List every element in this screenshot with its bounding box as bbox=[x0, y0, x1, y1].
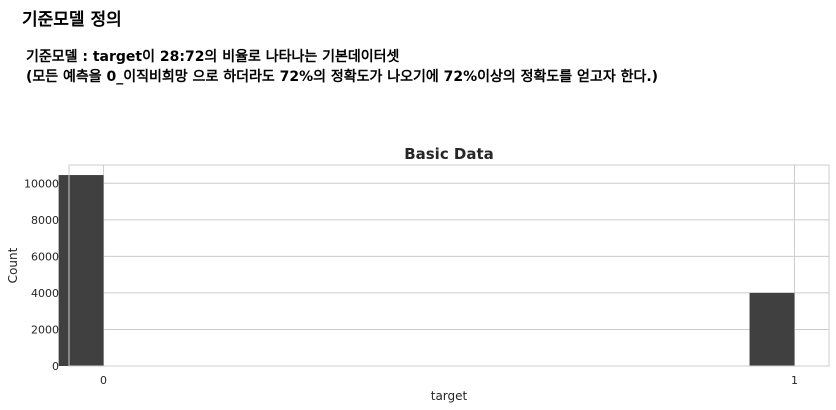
bar bbox=[749, 292, 795, 366]
y-tick-label: 0 bbox=[52, 360, 59, 373]
bar bbox=[58, 175, 104, 366]
y-axis-label: Count bbox=[6, 247, 20, 283]
y-tick-label: 4000 bbox=[31, 287, 59, 300]
description-line-2: (모든 예측을 0_이직비희망 으로 하더라도 72%의 정확도가 나오기에 7… bbox=[26, 69, 659, 85]
x-tick-label: 0 bbox=[100, 374, 107, 387]
chart-title: Basic Data bbox=[404, 145, 494, 163]
y-tick-label: 10000 bbox=[24, 177, 59, 190]
section-heading: 기준모델 정의 bbox=[22, 10, 122, 30]
x-axis-label: target bbox=[431, 389, 468, 403]
x-tick-label: 1 bbox=[791, 374, 798, 387]
y-tick-label: 2000 bbox=[31, 323, 59, 336]
y-tick-label: 6000 bbox=[31, 250, 59, 263]
description-line-1: 기준모델 : target이 28:72의 비율로 나타나는 기본데이터셋 bbox=[26, 49, 400, 65]
y-tick-label: 8000 bbox=[31, 214, 59, 227]
plot-frame bbox=[68, 164, 830, 367]
